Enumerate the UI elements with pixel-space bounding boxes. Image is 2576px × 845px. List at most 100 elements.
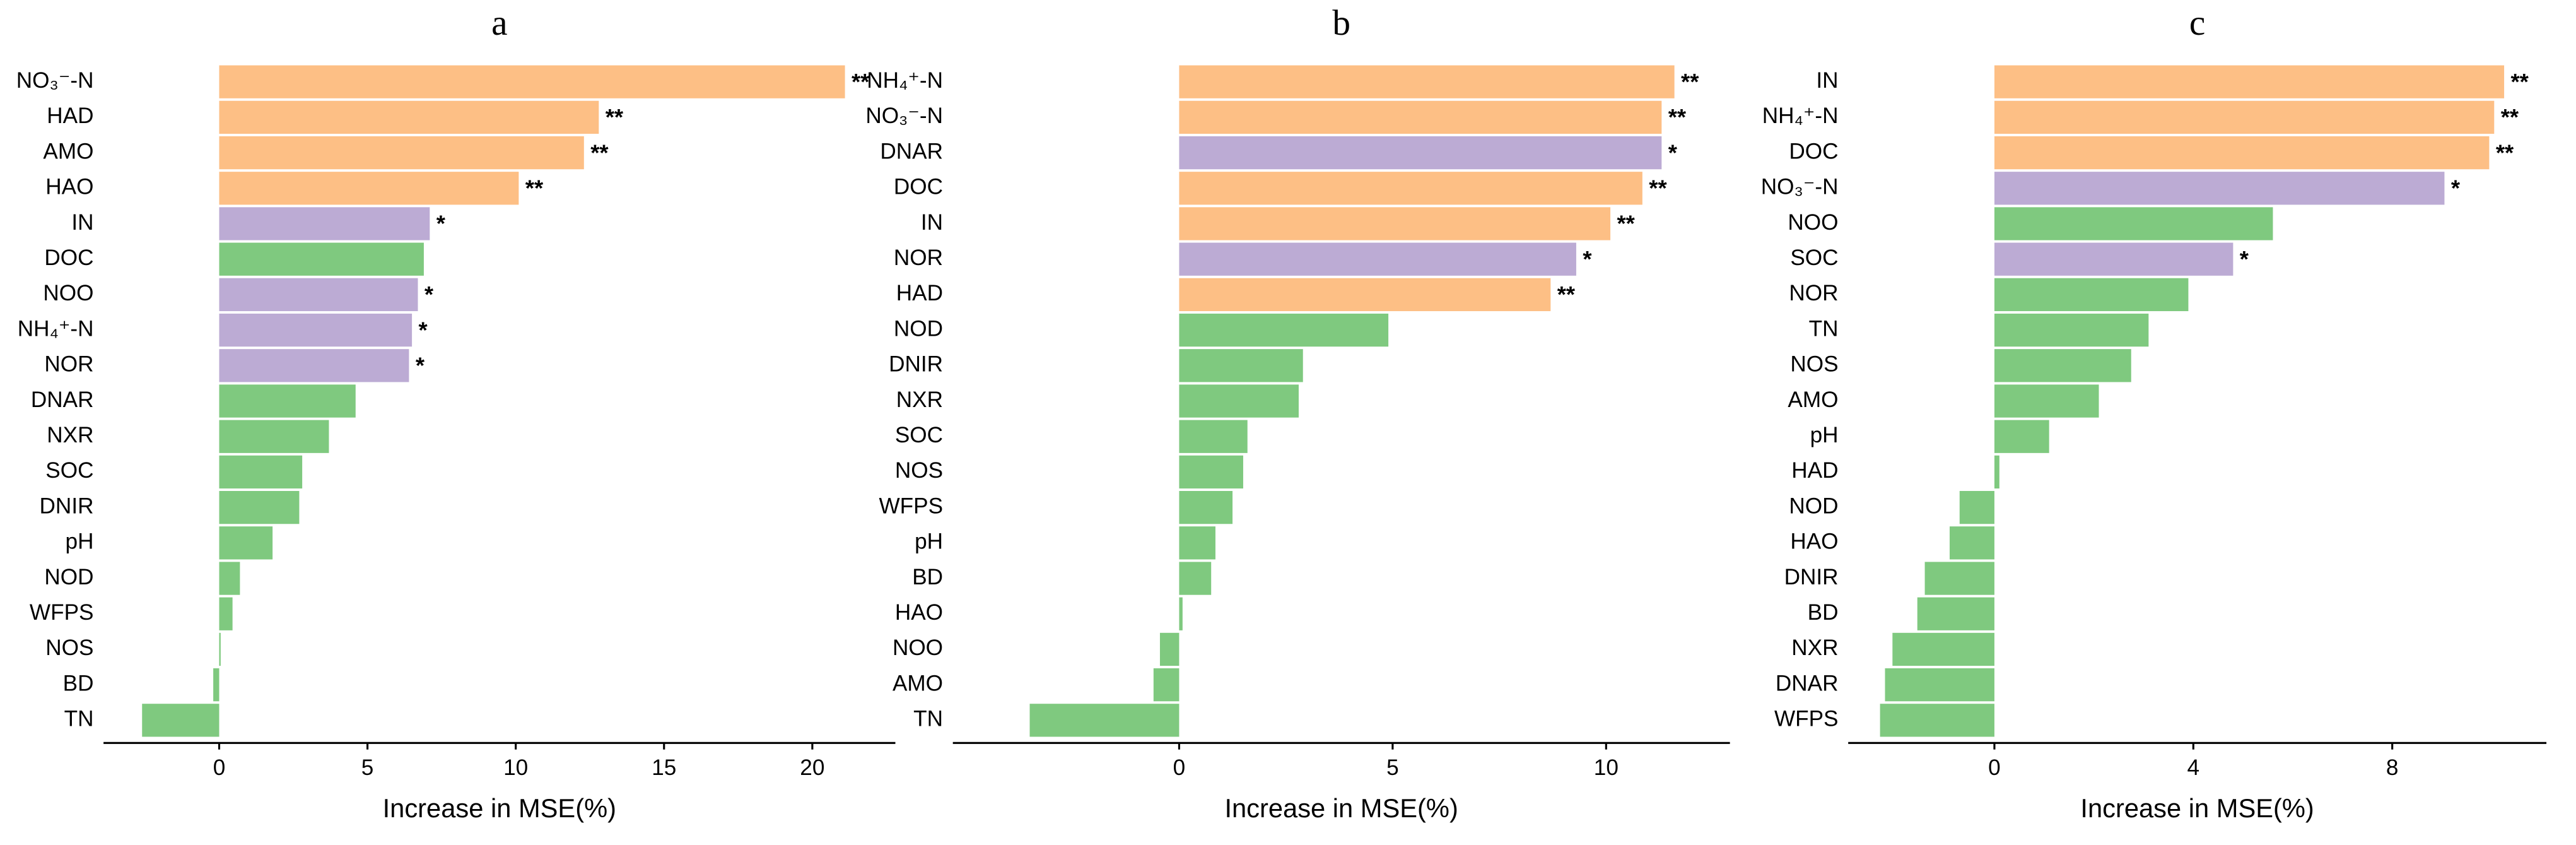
- y-tick-label: IN: [1816, 68, 1838, 93]
- y-tick-label: NOR: [44, 352, 93, 377]
- significance-label: **: [2510, 69, 2529, 95]
- significance-label: *: [416, 353, 425, 379]
- bar: [1994, 136, 2490, 170]
- y-tick-label: BD: [1808, 600, 1839, 625]
- x-tick-label: 15: [652, 755, 676, 780]
- x-axis-label: Increase in MSE(%): [1224, 793, 1458, 823]
- bar: [1949, 526, 1994, 560]
- significance-label: **: [2501, 104, 2519, 130]
- bar: [1917, 597, 1994, 630]
- y-tick-label: HAD: [47, 103, 93, 128]
- bar: [213, 668, 220, 702]
- significance-label: **: [606, 104, 624, 130]
- panel-title: a: [491, 3, 507, 43]
- y-tick-label: AMO: [43, 139, 93, 163]
- bar: [1179, 65, 1675, 98]
- y-tick-label: NOS: [895, 458, 943, 483]
- y-tick-label: WFPS: [30, 600, 94, 625]
- y-tick-label: NH₄⁺-N: [867, 68, 943, 93]
- significance-label: *: [1583, 246, 1592, 272]
- bar: [1179, 136, 1662, 170]
- y-tick-label: HAD: [1791, 458, 1838, 483]
- bar: [1994, 455, 1999, 489]
- bar: [1924, 562, 1994, 595]
- x-axis-label: Increase in MSE(%): [383, 793, 616, 823]
- bar: [1994, 207, 2273, 240]
- significance-label: **: [1668, 104, 1687, 130]
- bar: [219, 172, 519, 205]
- bar: [1179, 207, 1611, 240]
- bar: [1994, 349, 2131, 382]
- x-tick-label: 0: [1988, 755, 2001, 780]
- y-tick-label: NOO: [893, 635, 943, 660]
- y-tick-label: HAO: [45, 175, 93, 199]
- significance-label: *: [419, 317, 428, 343]
- significance-label: *: [2451, 175, 2461, 201]
- significance-label: *: [436, 211, 446, 237]
- bar: [142, 704, 220, 737]
- y-tick-label: HAO: [895, 600, 943, 625]
- x-tick-label: 20: [800, 755, 824, 780]
- bar: [1179, 313, 1389, 347]
- y-tick-label: NO₃⁻-N: [1761, 175, 1839, 199]
- bar: [1892, 632, 1994, 666]
- y-tick-label: NOR: [894, 245, 943, 270]
- y-tick-label: DNAR: [880, 139, 943, 163]
- y-tick-label: DNIR: [1784, 565, 1839, 589]
- y-tick-label: HAD: [896, 281, 943, 305]
- y-tick-label: NXR: [1791, 635, 1838, 660]
- bar: [219, 278, 418, 312]
- panel-title: c: [2189, 3, 2205, 43]
- bar: [1179, 490, 1233, 524]
- bar: [1179, 172, 1642, 205]
- bar: [1179, 597, 1183, 630]
- significance-label: *: [424, 281, 434, 307]
- bar: [219, 420, 329, 453]
- bar: [219, 313, 413, 347]
- y-tick-label: NOD: [1789, 493, 1838, 518]
- bar: [1994, 172, 2445, 205]
- bar: [1179, 420, 1248, 453]
- y-tick-label: IN: [921, 210, 943, 235]
- bar: [1880, 704, 1994, 737]
- y-tick-label: pH: [1810, 423, 1839, 447]
- bar: [1179, 562, 1212, 595]
- bar: [1994, 313, 2149, 347]
- x-tick-label: 10: [503, 755, 528, 780]
- significance-label: **: [590, 139, 609, 165]
- y-tick-label: NOD: [44, 565, 93, 589]
- y-tick-label: DNIR: [889, 352, 943, 377]
- y-tick-label: DOC: [44, 245, 93, 270]
- y-tick-label: NOO: [1788, 210, 1838, 235]
- x-tick-label: 4: [2187, 755, 2200, 780]
- y-tick-label: SOC: [45, 458, 93, 483]
- bar: [219, 632, 221, 666]
- bar: [219, 65, 845, 98]
- y-tick-label: DNAR: [31, 387, 94, 412]
- y-tick-label: BD: [912, 565, 943, 589]
- y-tick-label: TN: [913, 707, 943, 731]
- y-tick-label: SOC: [1790, 245, 1838, 270]
- y-tick-label: NOO: [43, 281, 93, 305]
- bar: [219, 490, 300, 524]
- x-tick-label: 5: [1386, 755, 1399, 780]
- y-tick-label: NXR: [47, 423, 93, 447]
- y-tick-label: WFPS: [879, 493, 943, 518]
- y-tick-label: IN: [71, 210, 93, 235]
- significance-label: **: [1617, 211, 1636, 237]
- bar: [1179, 278, 1551, 312]
- significance-label: *: [1668, 139, 1678, 165]
- significance-label: *: [2240, 246, 2249, 272]
- bar: [1179, 349, 1303, 382]
- bar: [219, 455, 303, 489]
- x-tick-label: 5: [361, 755, 374, 780]
- x-tick-label: 10: [1594, 755, 1619, 780]
- y-tick-label: NOS: [1790, 352, 1838, 377]
- bar: [1179, 455, 1243, 489]
- bar: [1153, 668, 1180, 702]
- y-tick-label: AMO: [1788, 387, 1838, 412]
- y-tick-label: DOC: [894, 175, 943, 199]
- bar: [1994, 384, 2099, 418]
- y-tick-label: NO₃⁻-N: [16, 68, 94, 93]
- x-tick-label: 8: [2386, 755, 2399, 780]
